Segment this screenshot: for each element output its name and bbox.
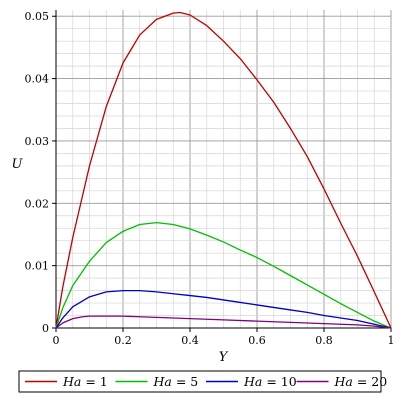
- y-tick-label: 0.03: [25, 135, 50, 148]
- chart-legend: Ha = 1 Ha = 5 Ha = 10 Ha = 20: [18, 370, 388, 393]
- y-axis-label: U: [12, 157, 24, 172]
- legend-label-1: Ha = 1: [62, 374, 108, 389]
- legend-label-4: Ha = 20: [334, 374, 388, 389]
- legend-label-3: Ha = 10: [243, 374, 297, 389]
- series-line-1: [55, 11, 392, 329]
- series-line-4: [55, 315, 392, 329]
- y-tick-label: 0: [42, 322, 49, 335]
- series-line-2: [55, 221, 392, 329]
- legend-label-2: Ha = 5: [153, 374, 199, 389]
- y-tick-label: 0.02: [25, 197, 50, 210]
- x-tick-label: 0.6: [248, 334, 266, 347]
- legend-variable: Ha: [334, 374, 353, 389]
- y-tick-label: 0.04: [25, 73, 50, 86]
- legend-variable: Ha: [243, 374, 262, 389]
- x-tick-label: 0.8: [315, 334, 333, 347]
- legend-value: = 20: [353, 374, 387, 389]
- chart-series: [55, 11, 392, 329]
- legend-variable: Ha: [153, 374, 172, 389]
- legend-box: [18, 370, 382, 393]
- chart-grid: [55, 10, 392, 329]
- x-tick-label: 0: [53, 334, 60, 347]
- x-axis-label: Y: [219, 350, 229, 365]
- y-tick-label: 0.01: [25, 260, 50, 273]
- series-line-3: [55, 289, 392, 329]
- x-tick-label: 0.4: [181, 334, 199, 347]
- legend-variable: Ha: [62, 374, 81, 389]
- x-tick-label: 0.2: [114, 334, 132, 347]
- y-tick-label: 0.05: [25, 10, 50, 23]
- legend-value: = 10: [262, 374, 296, 389]
- chart-axes: [52, 10, 392, 332]
- legend-value: = 5: [172, 374, 198, 389]
- chart-tick-labels: 0 0.2 0.4 0.6 0.8 1 0 0.01 0.02 0.03 0.04 0.05: [25, 10, 395, 347]
- x-tick-label: 1: [388, 334, 395, 347]
- legend-value: = 1: [81, 374, 107, 389]
